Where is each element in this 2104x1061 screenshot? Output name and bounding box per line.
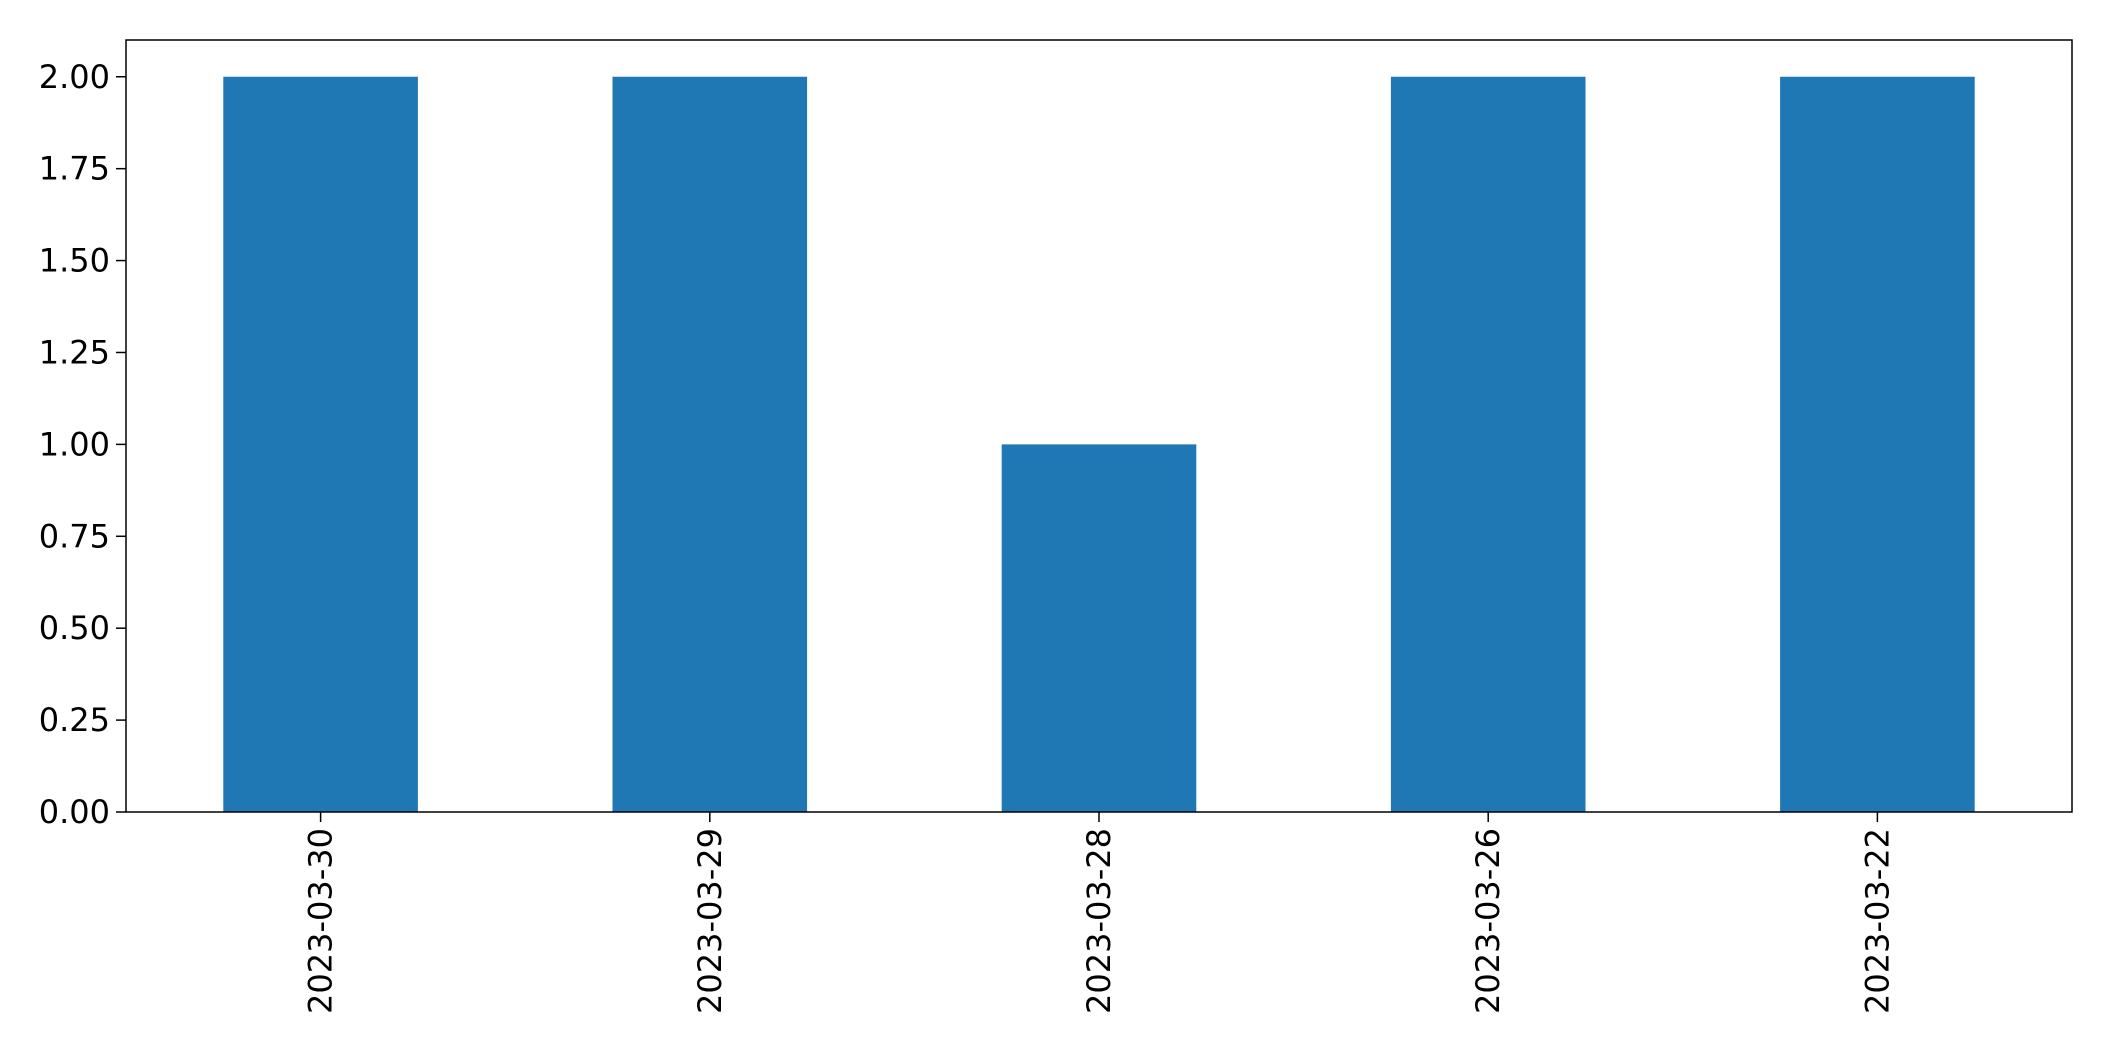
y-tick-label: 1.25 (39, 333, 110, 371)
y-tick-label: 1.00 (39, 425, 110, 463)
y-tick-label: 1.75 (39, 150, 110, 188)
bar-2023-03-26 (1390, 76, 1586, 812)
y-tick-label: 2.00 (39, 58, 110, 96)
y-axis-ticks: 0.00 0.25 0.50 0.75 1.00 1.25 1.50 1.75 2.00 (39, 58, 126, 831)
plot-frame (125, 39, 2073, 813)
x-tick-label: 2023-03-22 (1858, 828, 1896, 1014)
y-tick-label: 0.75 (39, 517, 110, 555)
y-tick-label: 0.25 (39, 701, 110, 739)
x-tick-label: 2023-03-28 (1080, 828, 1118, 1014)
x-tick-label: 2023-03-30 (302, 828, 340, 1014)
bar-2023-03-28 (1001, 444, 1197, 812)
bars-layer (223, 76, 1975, 812)
y-tick-label: 0.50 (39, 609, 110, 647)
y-tick-label: 1.50 (39, 242, 110, 280)
bar-2023-03-29 (612, 76, 808, 812)
x-tick-label: 2023-03-29 (691, 828, 729, 1014)
x-axis-ticks: 2023-03-30 2023-03-29 2023-03-28 2023-03-26… (302, 812, 1896, 1014)
x-tick-label: 2023-03-26 (1469, 828, 1507, 1014)
bar-2023-03-22 (1780, 76, 1975, 812)
bar-2023-03-30 (223, 76, 418, 812)
y-tick-label: 0.00 (39, 793, 110, 831)
